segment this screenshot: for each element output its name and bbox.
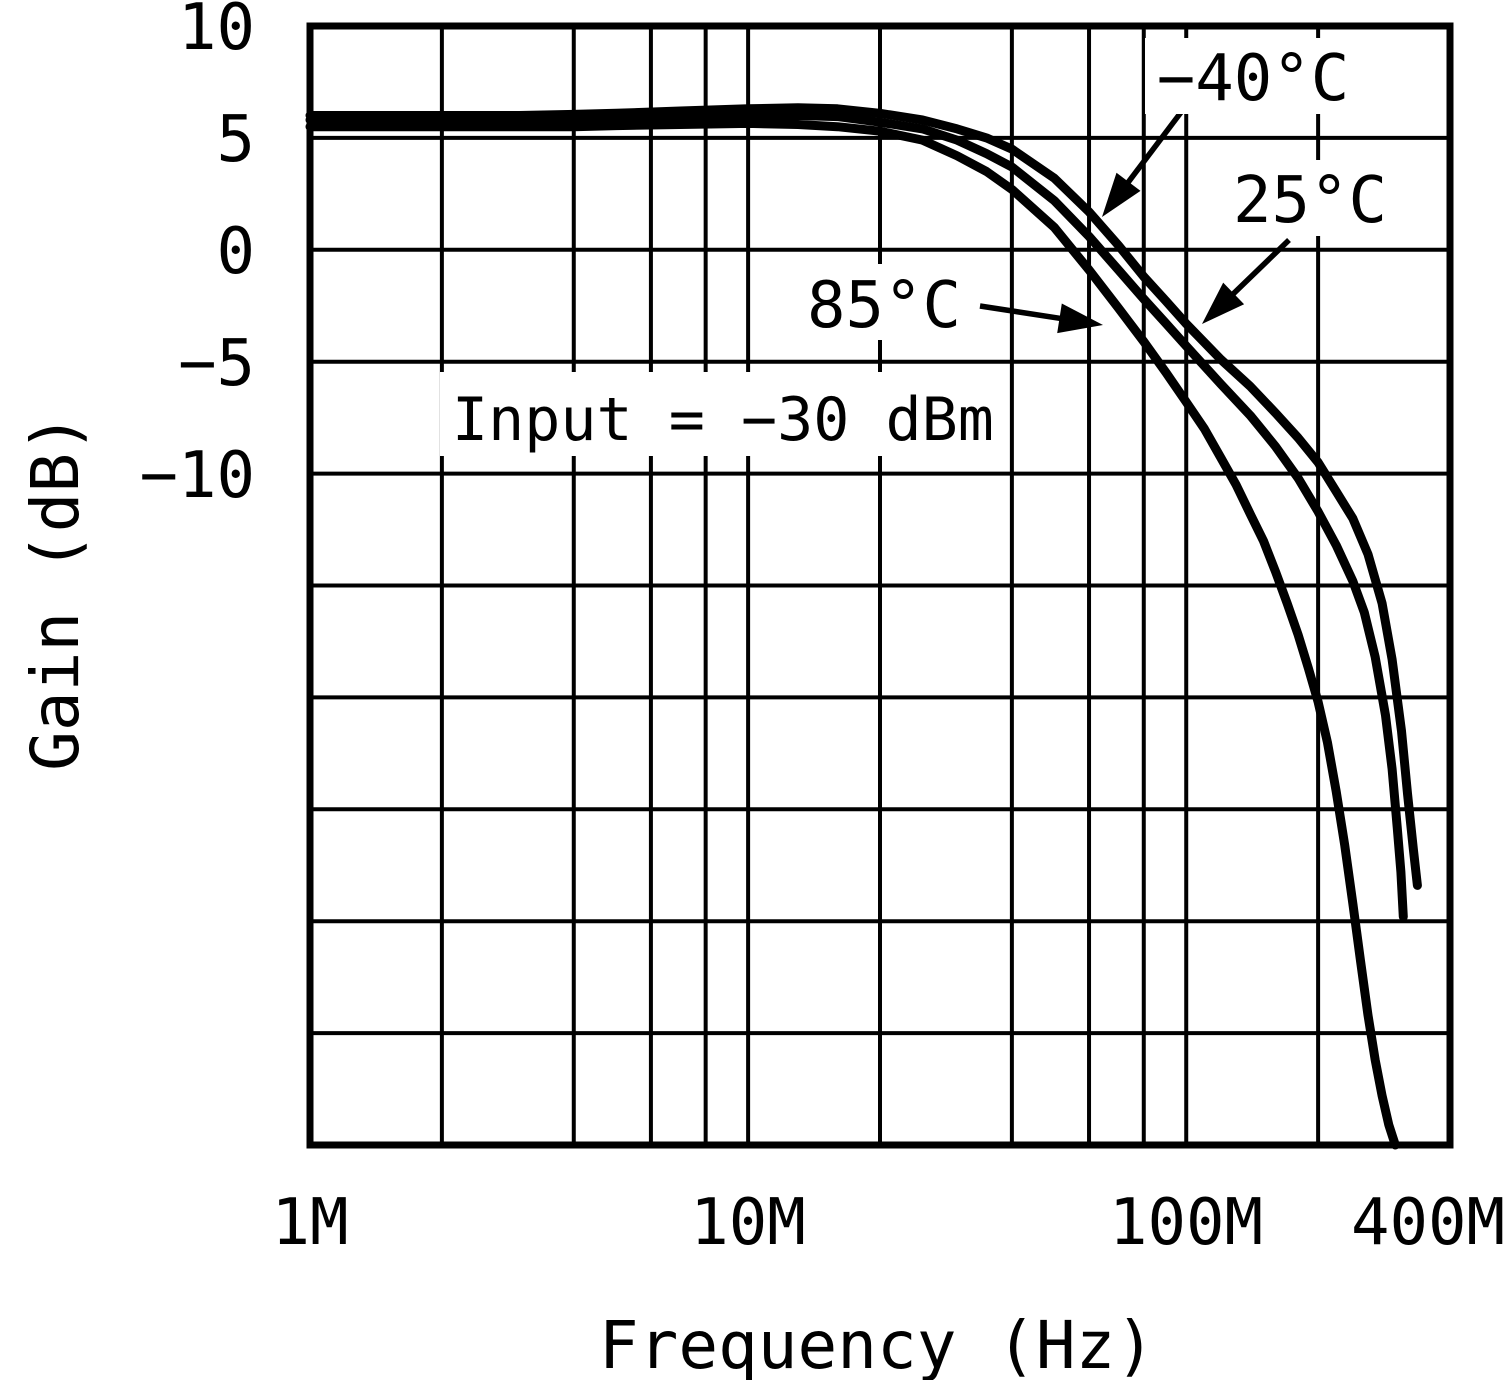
x-axis-ticks: 1M 10M 100M 400M [271,1186,1505,1260]
x-tick-1M: 1M [271,1186,348,1260]
plus85-label: 85°C [807,269,961,343]
input-annotation: Input = −30 dBm [452,385,994,455]
arrow-plus85-head [1057,303,1103,334]
y-axis-title: Gain (dB) [17,413,94,771]
y-tick-m10: −10 [139,439,255,513]
arrow-minus40-shaft [1122,105,1188,189]
plus85-label-bg [794,264,974,340]
minus40-label: −40°C [1157,42,1350,116]
curve-1-25C [305,111,1408,922]
arrow-plus25-head [1202,282,1245,324]
minus40-label-bg [1145,38,1361,114]
plus25-label: 25°C [1233,164,1387,238]
annotation-bg [440,372,1006,456]
y-tick-5: 5 [216,103,255,177]
arrow-plus85-shaft [979,303,1066,322]
y-tick-10: 10 [178,0,255,65]
curve-0-40C [305,103,1422,890]
arrow-plus25-shaft [1227,238,1291,300]
plus25-label-bg [1220,160,1400,236]
curve-labels: −40°C 25°C 85°C Input = −30 dBm [440,38,1400,456]
plot-border [306,22,1454,1149]
y-axis-ticks: 10 5 0 −5 −10 [139,0,255,513]
x-tick-400M: 400M [1351,1186,1505,1260]
arrow-minus40-head [1102,172,1141,217]
temperature-curves [305,103,1422,1150]
curve-2-85C [305,118,1400,1150]
y-tick-m5: −5 [178,327,255,401]
x-tick-10M: 10M [690,1186,806,1260]
label-arrows [979,105,1291,334]
x-axis-title: Frequency (Hz) [599,1307,1155,1380]
y-tick-0: 0 [216,215,255,289]
x-tick-100M: 100M [1109,1186,1263,1260]
